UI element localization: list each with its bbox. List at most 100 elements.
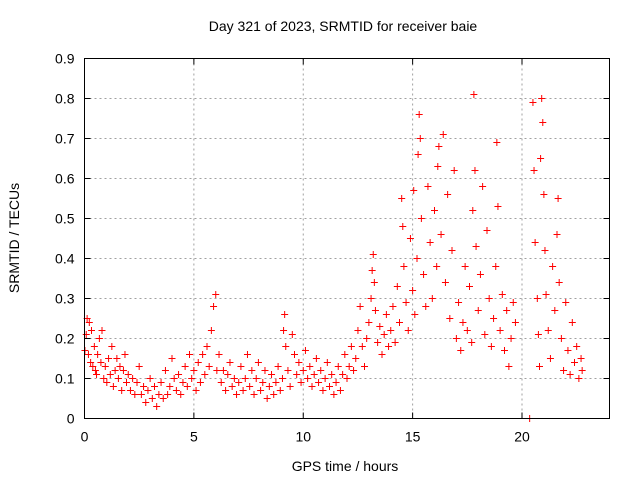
data-point [103,379,111,386]
data-point [135,363,143,370]
data-point [461,263,469,270]
data-point [261,367,269,374]
data-point [137,391,145,398]
data-point [533,295,541,302]
data-point [116,363,124,370]
data-point [226,359,234,366]
data-point [281,311,289,318]
data-point [471,167,479,174]
y-tick-label: 0.6 [55,171,75,187]
data-point [566,371,574,378]
data-point [179,379,187,386]
data-point [108,343,116,350]
data-point [470,91,478,98]
data-point [282,343,290,350]
data-point [268,371,276,378]
data-point [413,255,421,262]
data-point [414,151,422,158]
data-point [420,271,428,278]
data-point [505,363,513,370]
data-point [365,319,373,326]
x-tick-label: 15 [405,429,421,445]
data-point [142,399,150,406]
data-point [278,375,286,382]
x-tick-label: 20 [514,429,530,445]
data-point [109,383,117,390]
data-point [250,391,258,398]
data-point [544,327,552,334]
data-point [321,375,329,382]
data-point [84,351,92,358]
data-point [228,383,236,390]
data-point [536,363,543,370]
data-point [210,303,218,310]
data-point [237,363,245,370]
data-point [306,363,314,370]
data-point [469,207,477,214]
data-point [113,355,121,362]
data-point [280,327,288,334]
data-point [265,383,273,390]
data-point [358,343,366,350]
data-point [422,303,430,310]
data-point [459,319,467,326]
data-point [339,371,347,378]
data-point [181,363,189,370]
data-point [441,279,449,286]
data-point [175,371,183,378]
data-point [531,239,539,246]
y-tick-label: 0 [67,411,75,427]
data-point [254,359,262,366]
data-point [541,247,549,254]
data-point [400,263,408,270]
data-point [243,351,251,358]
data-point [317,367,325,374]
data-point [188,375,196,382]
data-point [529,99,537,106]
data-point [301,347,309,354]
chart-title: Day 321 of 2023, SRMTID for receiver bai… [209,18,478,34]
data-point [146,375,154,382]
data-point [434,163,442,170]
data-point [382,311,390,318]
data-point [564,347,572,354]
data-point [263,395,271,402]
data-point [507,335,515,342]
data-point [352,355,360,362]
y-tick-label: 0.8 [55,91,75,107]
data-point [286,383,294,390]
data-point [199,351,207,358]
data-point [252,375,260,382]
data-point [89,363,97,370]
data-point [332,379,340,386]
data-point [101,363,109,370]
data-point [410,187,418,194]
data-point [562,299,570,306]
data-point [106,371,114,378]
data-point [503,307,511,314]
data-point [369,251,377,258]
data-point [259,379,267,386]
data-point [402,299,410,306]
data-point [100,375,108,382]
data-point [487,343,495,350]
data-point [131,391,139,398]
data-point [224,371,232,378]
data-point [367,295,375,302]
data-point [555,279,563,286]
data-point [201,371,209,378]
x-tick-label: 10 [295,429,311,445]
y-axis-label: SRMTID / TECUs [6,183,22,293]
data-point [435,143,443,150]
data-point [509,299,517,306]
plot-frame [84,58,610,419]
data-point [380,331,388,338]
data-point [140,383,148,390]
data-point [308,383,316,390]
data-point [297,379,305,386]
data-point [490,315,498,322]
y-tick-label: 0.1 [55,371,75,387]
data-point [97,359,105,366]
data-point [428,295,436,302]
data-point [485,295,493,302]
